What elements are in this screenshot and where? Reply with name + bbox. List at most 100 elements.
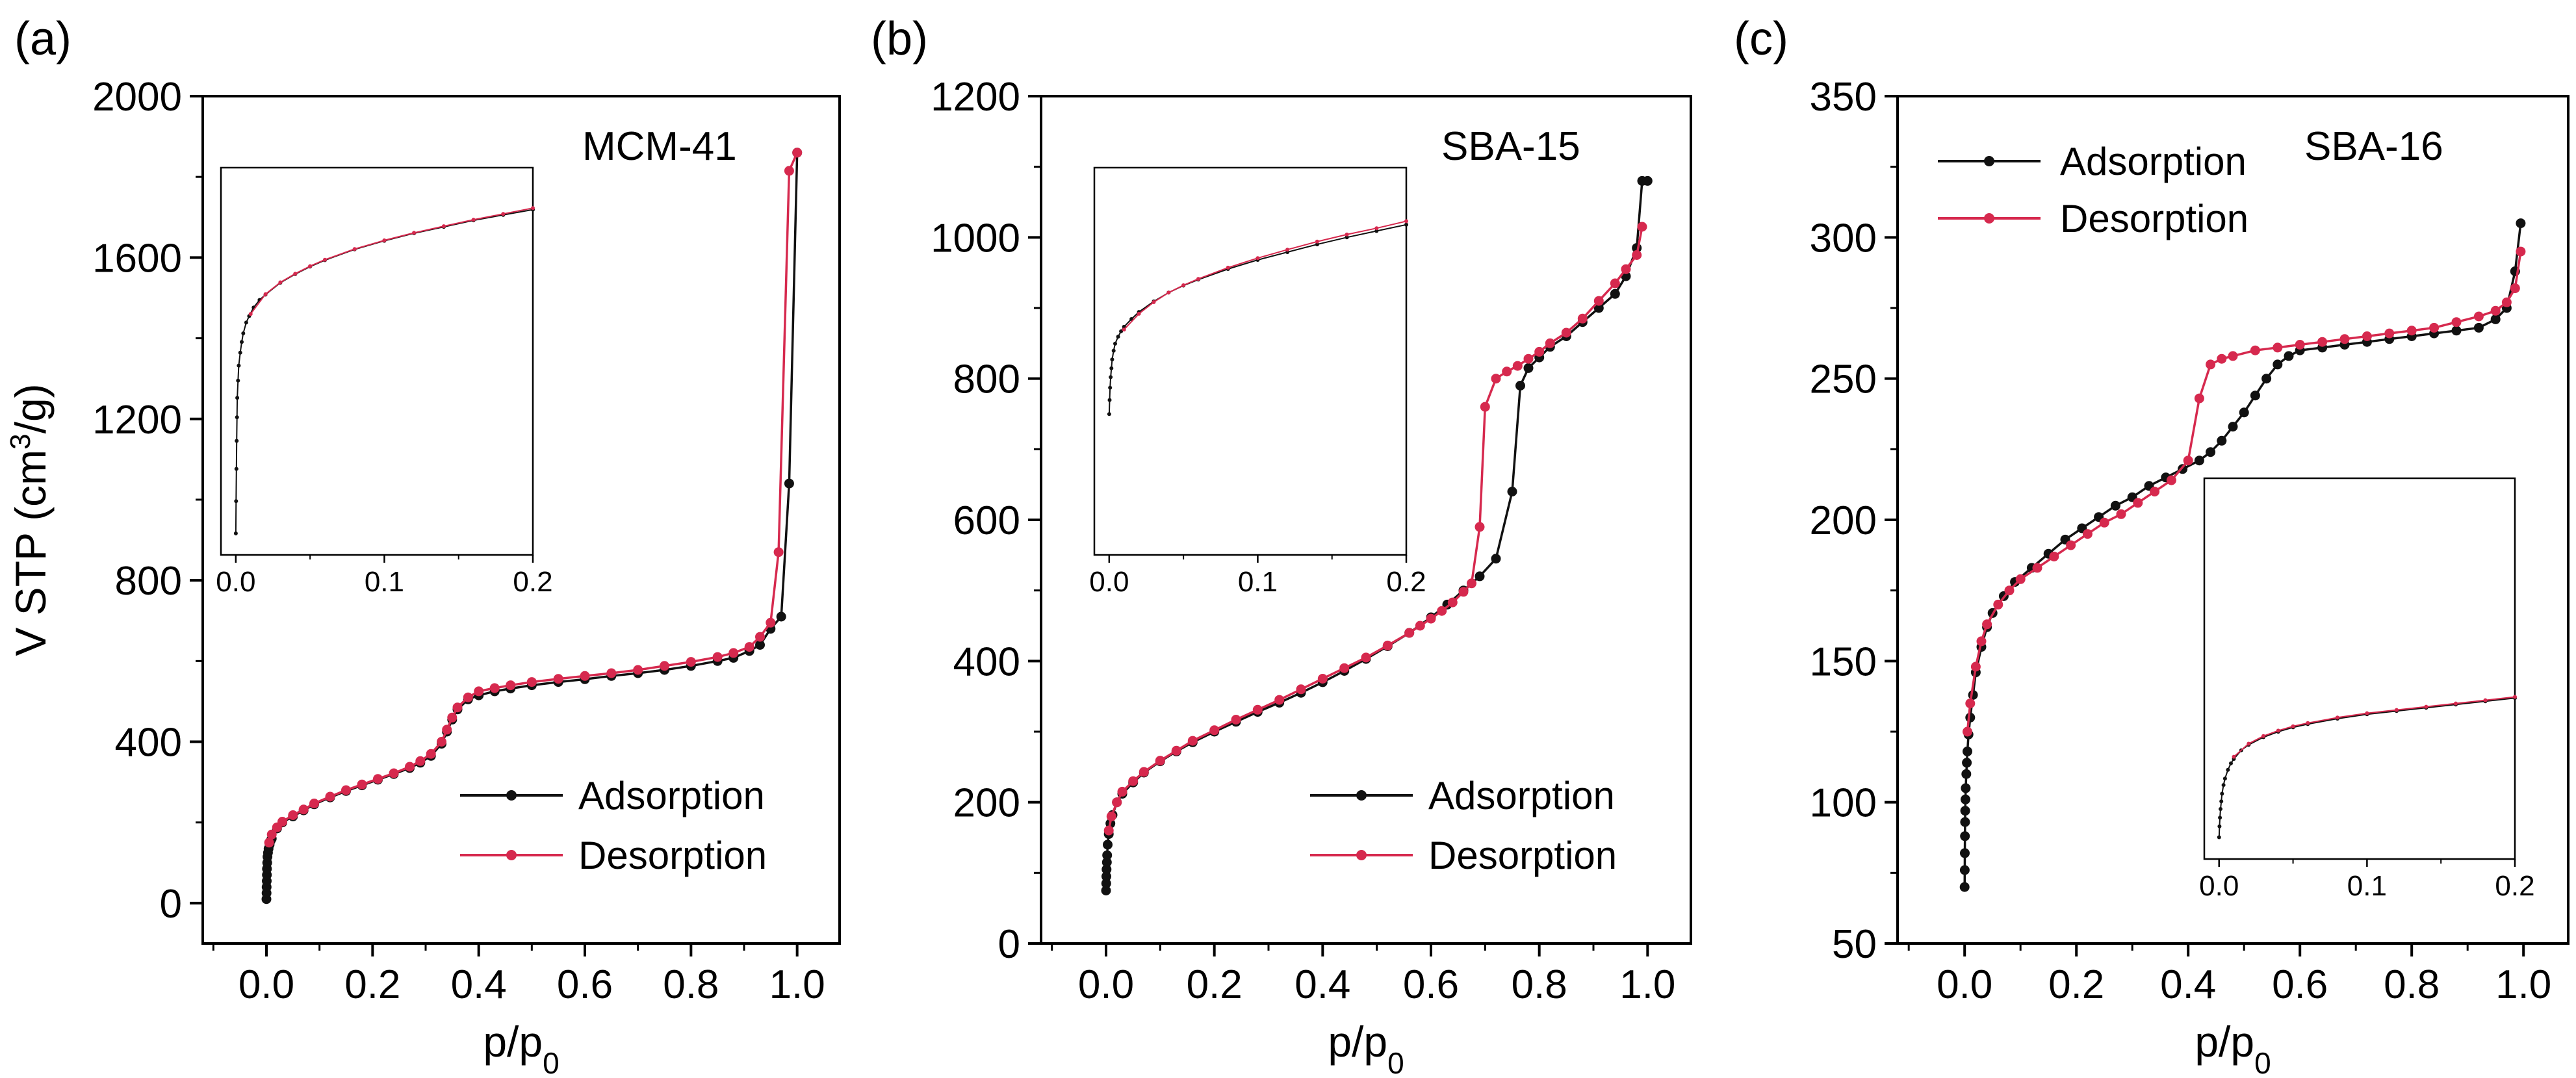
panel-b-inset-adsorption-point bbox=[1109, 375, 1113, 379]
panel-a-plot-area bbox=[261, 148, 803, 905]
panel-b-inset-adsorption-point bbox=[1119, 329, 1124, 333]
panel-a-inset-desorption-point bbox=[531, 206, 535, 211]
panel-a-inset-desorption-point bbox=[441, 224, 446, 229]
panel-a-inset-adsorption-point bbox=[233, 531, 238, 535]
panel-b-inset-adsorption-point bbox=[1404, 222, 1408, 227]
panel-c-adsorption-point bbox=[1961, 794, 1970, 804]
panel-c-inset-desorption-point bbox=[2483, 698, 2488, 702]
panel-c-y-tick-label: 150 bbox=[1810, 639, 1877, 684]
panel-c-legend-desorption-marker bbox=[1984, 213, 1994, 224]
panel-a-desorption-point bbox=[633, 665, 643, 675]
panel-a-desorption-point bbox=[728, 648, 739, 658]
panel-c-y-tick-label: 100 bbox=[1810, 781, 1877, 826]
panel-b-y-tick-label: 0 bbox=[998, 922, 1020, 967]
panel-a-y-tick-label: 0 bbox=[160, 882, 182, 927]
panel-b-x-tick-label: 0.2 bbox=[1187, 962, 1243, 1007]
panel-c-inset-adsorption-point bbox=[2221, 783, 2226, 788]
panel-c-desorption-point bbox=[2228, 351, 2238, 361]
panel-c-legend-adsorption-marker bbox=[1984, 156, 1994, 166]
panel-a-inset-desorption-point bbox=[352, 247, 357, 251]
panel-c-inset-adsorption-point bbox=[2219, 807, 2222, 811]
panel-a-inset-frame bbox=[220, 166, 534, 556]
panel-a-inset-x-ticks: 0.0 0.1 0.2 bbox=[216, 555, 553, 598]
panel-c-desorption-point bbox=[2429, 322, 2440, 333]
panel-a-desorption-point bbox=[744, 642, 754, 652]
panel-b-desorption-point bbox=[1621, 264, 1631, 274]
panel-a-x-tick-label: 0.0 bbox=[238, 962, 294, 1007]
panel-b-inset-adsorption-point bbox=[1111, 348, 1116, 353]
panel-a-legend: Adsorption Desorption bbox=[460, 774, 767, 877]
panel-a-inset-adsorption-point bbox=[241, 331, 246, 335]
panel-a-inset-adsorption-point bbox=[235, 396, 240, 400]
panel-a-adsorption-point bbox=[755, 640, 765, 650]
panel-a-desorption-point bbox=[660, 661, 669, 671]
panel-a-inset-x-tick-label: 0.0 bbox=[216, 566, 255, 598]
panel-b-plot-area bbox=[1101, 175, 1653, 895]
panel-a-desorption-point bbox=[298, 804, 309, 815]
panel-b-x-tick-label: 0.8 bbox=[1512, 962, 1567, 1007]
panel-b-inset-x-tick-label: 0.1 bbox=[1238, 566, 1278, 598]
panel-c-adsorption-point bbox=[2250, 391, 2260, 401]
panel-b-adsorption-point bbox=[1475, 571, 1485, 582]
panel-a-y-tick-label: 1200 bbox=[92, 398, 182, 443]
panel-b-y-tick-label: 1000 bbox=[931, 216, 1020, 261]
panel-b-adsorption-point bbox=[1101, 879, 1111, 889]
panel-c-inset-adsorption-point bbox=[2217, 835, 2221, 840]
panel-c-inset-desorption-point bbox=[2291, 724, 2295, 728]
panel-b-adsorption-point bbox=[1610, 289, 1620, 299]
panel-a-desorption-point bbox=[309, 799, 319, 808]
panel-a-inset-desorption-point bbox=[382, 238, 387, 242]
panel-b-y-tick-label: 400 bbox=[953, 639, 1020, 684]
panel-c-inset-desorption-point bbox=[2394, 708, 2399, 712]
panel-b-inset-desorption-point bbox=[1166, 290, 1171, 295]
panel-c-inset-adsorption-point bbox=[2219, 799, 2224, 804]
panel-c-desorption-point bbox=[2133, 498, 2143, 508]
panel-c-adsorption-point bbox=[2516, 218, 2526, 229]
panel-c-adsorption-point bbox=[2284, 351, 2294, 361]
panel-a-desorption-point bbox=[606, 668, 617, 678]
panel-a-y-axis-title: V STP (cm3/g) bbox=[5, 383, 55, 656]
panel-b-desorption-point bbox=[1415, 621, 1425, 631]
panel-c-inset-desorption-point bbox=[2232, 754, 2236, 759]
panel-b-desorption-point bbox=[1534, 346, 1545, 357]
panel-b-y-tick-label: 800 bbox=[953, 357, 1020, 402]
panel-a-inset-adsorption-point bbox=[234, 499, 238, 504]
panel-b-desorption-point bbox=[1339, 663, 1350, 673]
panel-c-plot-area bbox=[1959, 218, 2526, 892]
panel-a-desorption-point bbox=[784, 166, 794, 176]
panel-c-desorption-point bbox=[2194, 393, 2204, 404]
panel-c-x-tick-label: 0.4 bbox=[2160, 962, 2216, 1007]
panel-b-inset: 0.0 0.1 0.2 bbox=[1089, 166, 1426, 598]
panel-c-y-tick-label: 250 bbox=[1810, 357, 1877, 402]
panel-b-inset-plot-area bbox=[1107, 219, 1408, 417]
panel-b-inset-x-ticks: 0.0 0.1 0.2 bbox=[1089, 555, 1426, 598]
panel-b-y-tick-label: 600 bbox=[953, 498, 1020, 543]
panel-a-desorption-point bbox=[357, 779, 367, 789]
panel-b-desorption-point bbox=[1171, 745, 1181, 756]
panel-a-inset-desorption-point bbox=[308, 264, 313, 268]
panel-b-inset-desorption-point bbox=[1404, 219, 1408, 224]
panel-c-y-tick-label: 350 bbox=[1810, 75, 1877, 120]
panel-b-inset-desorption-point bbox=[1152, 300, 1156, 304]
panel-c-inset-adsorption-point bbox=[2220, 791, 2224, 796]
panel-a-desorption-point bbox=[580, 671, 590, 681]
panel-b-adsorption-point bbox=[1642, 175, 1653, 186]
panel-c-x-tick-label: 0.0 bbox=[1937, 962, 1992, 1007]
panel-a-inset-desorption-point bbox=[293, 272, 298, 276]
panel-c-desorption-point bbox=[2082, 529, 2093, 539]
panel-b-desorption-point bbox=[1209, 725, 1220, 736]
panel-b-desorption-point bbox=[1128, 776, 1139, 786]
panel-a-inset-x-tick-label: 0.2 bbox=[513, 566, 552, 598]
panel-c-inset: 0.0 0.1 0.2 bbox=[2199, 477, 2535, 902]
panel-a-x-tick-label: 0.6 bbox=[557, 962, 613, 1007]
panel-a-desorption-point bbox=[506, 680, 516, 691]
panel-c-adsorption-point bbox=[2490, 314, 2501, 324]
panel-b-desorption-point bbox=[1296, 684, 1306, 695]
panel-c-inset-desorption-point bbox=[2276, 728, 2280, 733]
panel-a-inset-adsorption-point bbox=[244, 320, 248, 325]
panel-c-inset-x-tick-label: 0.1 bbox=[2347, 870, 2387, 902]
panel-c-inset-desorption-point bbox=[2306, 721, 2310, 725]
panel-c-inset-desorption-point bbox=[2261, 734, 2265, 738]
panel-b-legend-desorption-label: Desorption bbox=[1428, 834, 1617, 877]
